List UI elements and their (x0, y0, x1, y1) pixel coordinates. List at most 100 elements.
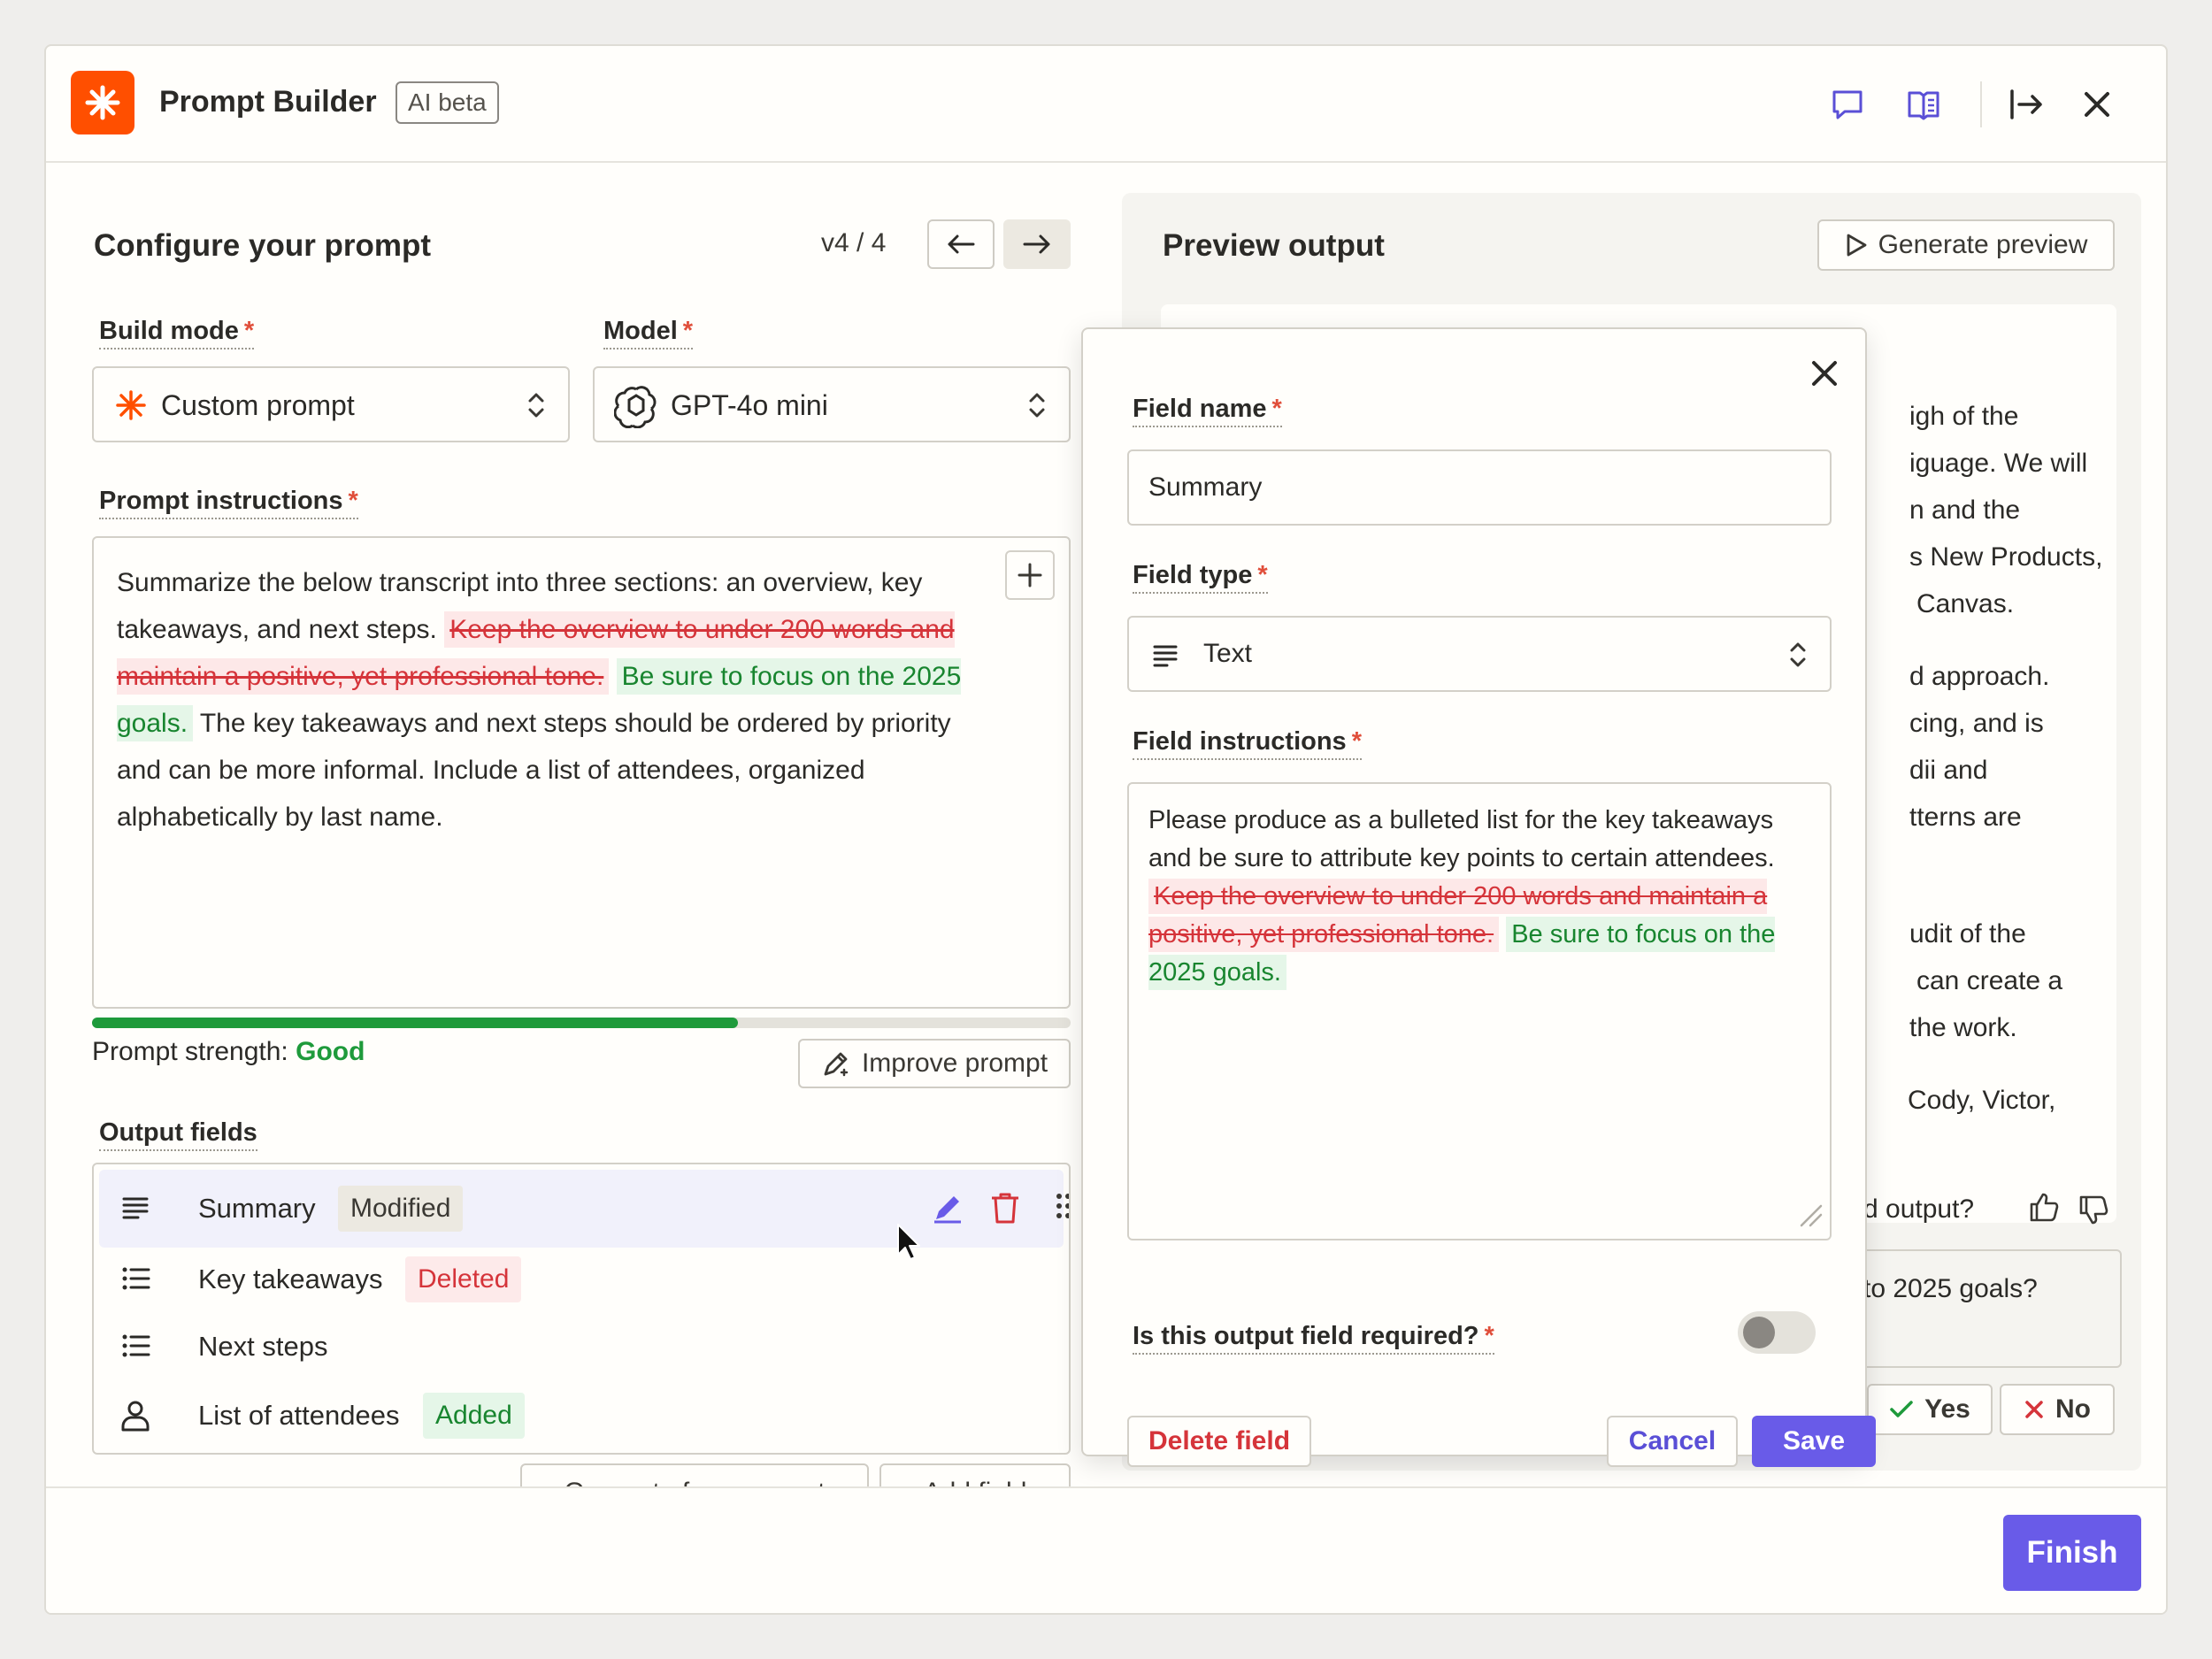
cancel-button[interactable]: Cancel (1607, 1416, 1738, 1467)
added-badge: Added (423, 1393, 525, 1439)
build-mode-label: Build mode * (99, 317, 255, 349)
improve-prompt-label: Improve prompt (861, 1048, 1048, 1078)
instr-text-original: Please produce as a bulleted list for th… (1148, 806, 1775, 872)
text-lines-icon (120, 1193, 150, 1227)
prompt-instructions-label: Prompt instructions * (99, 487, 358, 519)
next-version-button[interactable] (1003, 219, 1071, 269)
preview-heading: Preview output (1163, 228, 1385, 263)
field-instructions-label: Field instructions * (1133, 727, 1362, 760)
preview-line: dii and (1909, 756, 1988, 785)
preview-line: the work. (1909, 1013, 2017, 1042)
improve-prompt-button[interactable]: Improve prompt (798, 1039, 1071, 1088)
modified-badge: Modified (338, 1186, 464, 1232)
preview-line: can create a (1916, 966, 2063, 995)
field-type-select[interactable]: Text (1127, 616, 1832, 692)
field-name: Next steps (198, 1331, 328, 1362)
yes-label: Yes (1924, 1394, 1970, 1424)
field-type-label: Field type * (1133, 561, 1268, 594)
finish-label: Finish (2026, 1535, 2118, 1570)
model-select[interactable]: GPT-4o mini (593, 366, 1071, 442)
close-icon[interactable] (2079, 87, 2115, 122)
bulleted-list-icon (120, 1263, 150, 1298)
build-mode-select[interactable]: Custom prompt (92, 366, 570, 442)
header-divider (1980, 81, 1982, 127)
configure-heading: Configure your prompt (94, 228, 432, 263)
x-icon (2025, 1401, 2043, 1418)
finish-button[interactable]: Finish (2003, 1515, 2141, 1591)
preview-line: d approach. (1909, 662, 2050, 691)
bulleted-list-icon (120, 1331, 150, 1365)
save-button[interactable]: Save (1752, 1416, 1876, 1467)
person-icon (120, 1400, 150, 1436)
prompt-strength-fill (92, 1018, 738, 1028)
chevron-updown-icon (1026, 389, 1048, 426)
version-indicator: v4 / 4 (821, 228, 887, 257)
field-name-input[interactable]: Summary (1127, 449, 1832, 526)
docs-book-icon[interactable] (1906, 87, 1941, 122)
field-name: List of attendees (198, 1400, 400, 1431)
preview-line: iguage. We will (1909, 449, 2088, 478)
output-field-next-steps[interactable]: Next steps (99, 1308, 1064, 1386)
insert-variable-button[interactable] (1005, 550, 1055, 600)
output-field-list-of-attendees[interactable]: List of attendees Added (99, 1377, 1064, 1453)
build-mode-value: Custom prompt (161, 389, 355, 421)
model-value: GPT-4o mini (671, 389, 828, 421)
prompt-strength-label: Prompt strength: Good (92, 1037, 365, 1066)
thumbs-down-icon[interactable] (2078, 1194, 2109, 1231)
collapse-panel-icon[interactable] (2008, 87, 2044, 122)
close-popover-icon[interactable] (1810, 359, 1839, 392)
chevron-updown-icon (526, 389, 547, 426)
feedback-question: d output? (1863, 1194, 1975, 1224)
edit-field-popover: Field name * Summary Field type * Text Fie… (1081, 327, 1876, 1467)
delete-field-label: Delete field (1148, 1426, 1291, 1455)
prompt-text-original: Summarize the below transcript into thre… (117, 568, 923, 644)
preview-line: Cody, Victor, (1908, 1086, 2056, 1115)
mouse-cursor-icon (895, 1223, 922, 1266)
yes-button[interactable]: Yes (1867, 1384, 1993, 1435)
feedback-box-text: to 2025 goals? (1863, 1274, 2038, 1303)
edit-pencil-icon[interactable] (931, 1191, 964, 1229)
previous-version-button[interactable] (927, 219, 995, 269)
toggle-knob (1743, 1317, 1775, 1348)
output-field-key-takeaways[interactable]: Key takeaways Deleted (99, 1240, 1064, 1318)
prompt-text-continued: The key takeaways and next steps should … (117, 709, 951, 832)
field-name: Summary (198, 1193, 316, 1224)
delete-field-button[interactable]: Delete field (1127, 1416, 1311, 1467)
chevron-updown-icon (1787, 639, 1809, 675)
thumbs-up-icon[interactable] (2028, 1191, 2060, 1227)
field-name: Key takeaways (198, 1263, 383, 1294)
preview-line: cing, and is (1909, 709, 2044, 738)
field-instructions-textarea[interactable]: Please produce as a bulleted list for th… (1127, 782, 1832, 1240)
generate-preview-button[interactable]: Generate preview (1817, 219, 2115, 271)
magic-pencil-icon (824, 1052, 849, 1077)
text-lines-icon (1152, 642, 1179, 673)
required-toggle[interactable] (1738, 1311, 1816, 1354)
field-name-label: Field name * (1133, 395, 1282, 427)
footer-divider (46, 1486, 2166, 1488)
output-fields-list: Summary Modified Key takeaways Deleted N… (92, 1163, 1071, 1455)
preview-line: Canvas. (1916, 589, 2015, 618)
trash-icon[interactable] (989, 1191, 1021, 1229)
feedback-chat-icon[interactable] (1830, 87, 1865, 122)
prompt-strength-value: Good (296, 1037, 365, 1066)
model-label: Model * (603, 317, 694, 349)
drag-handle-icon[interactable] (1055, 1191, 1069, 1225)
preview-line: igh of the (1909, 402, 2019, 431)
custom-prompt-asterisk-icon (115, 389, 147, 426)
save-label: Save (1782, 1426, 1846, 1455)
ai-beta-badge: AI beta (396, 81, 499, 124)
cancel-label: Cancel (1628, 1426, 1717, 1455)
resize-handle-icon[interactable] (1798, 1202, 1823, 1232)
openai-logo-icon (613, 384, 658, 433)
check-icon (1890, 1401, 1913, 1417)
deleted-badge: Deleted (405, 1256, 522, 1302)
play-icon (1847, 234, 1866, 257)
field-type-value: Text (1203, 639, 1253, 668)
prompt-instructions-text: Summarize the below transcript into thre… (117, 559, 966, 841)
no-label: No (2055, 1394, 2091, 1424)
prompt-instructions-textarea[interactable]: Summarize the below transcript into thre… (92, 536, 1071, 1009)
no-button[interactable]: No (2000, 1384, 2115, 1435)
field-instructions-text: Please produce as a bulleted list for th… (1148, 802, 1803, 992)
prompt-strength-bar (92, 1018, 1071, 1028)
output-fields-label: Output fields (99, 1118, 257, 1151)
